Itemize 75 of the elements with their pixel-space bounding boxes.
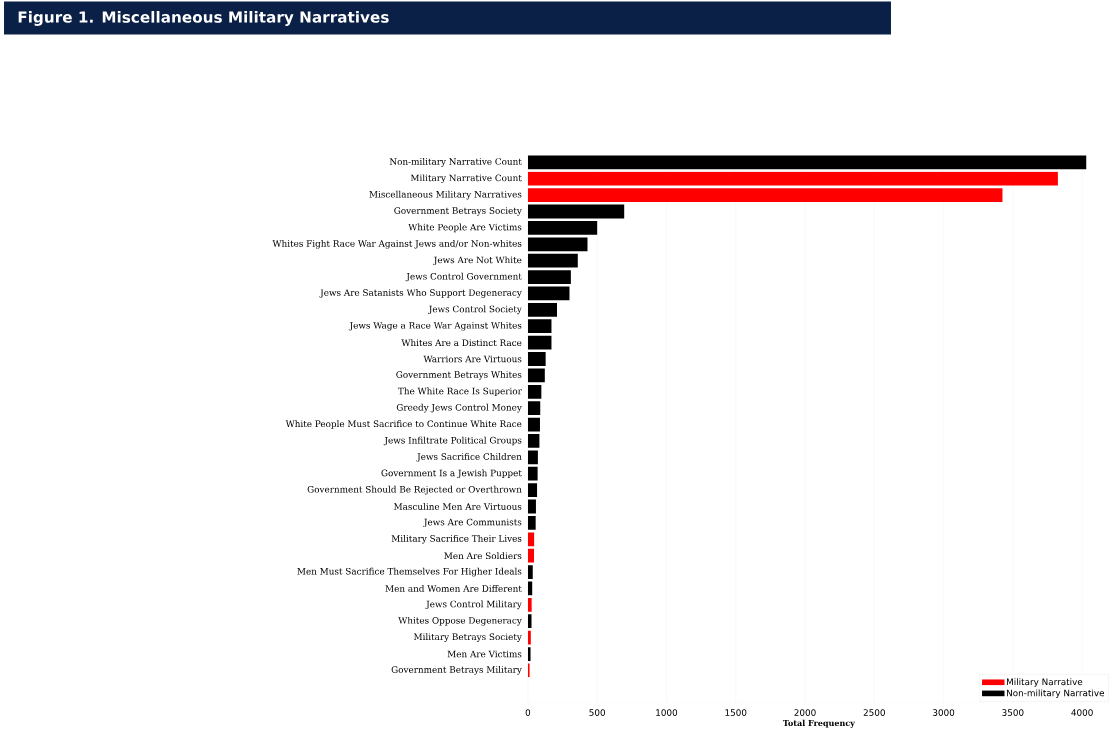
y-tick-label: Men Are Victims <box>447 650 522 658</box>
y-tick-label: Government Should Be Rejected or Overthrown <box>307 485 522 495</box>
y-tick-label: Warriors Are Virtuous <box>423 355 522 363</box>
y-tick-label: Government Betrays Society <box>394 207 522 216</box>
y-tick-label: Jews Wage a Race War Against Whites <box>348 321 522 331</box>
bar <box>527 450 538 465</box>
y-tick-label: Whites Oppose Degeneracy <box>398 616 522 626</box>
bar <box>527 515 536 530</box>
bar <box>527 532 535 546</box>
y-tick-label: Military Narrative Count <box>410 174 522 183</box>
bar <box>527 286 570 301</box>
y-tick-label: Masculine Men Are Virtuous <box>394 502 522 510</box>
bar <box>527 253 578 268</box>
x-tick-label: 3000 <box>933 709 955 716</box>
bar <box>527 597 532 612</box>
bar <box>527 204 625 219</box>
x-tick-label: 500 <box>589 709 606 716</box>
bar <box>527 614 532 628</box>
y-tick-label: Military Sacrifice Their Lives <box>391 534 522 544</box>
y-tick-label: Non-military Narrative Count <box>389 157 522 167</box>
bar <box>527 401 541 415</box>
y-tick-label: Men Must Sacrifice Themselves For Higher Ideals <box>297 567 522 577</box>
y-tick-label: Jews Infiltrate Political Groups <box>383 436 522 446</box>
y-tick-label: Military Betrays Society <box>413 633 522 642</box>
bar <box>527 335 552 350</box>
bar <box>527 237 588 251</box>
x-tick-label: 2000 <box>794 709 816 716</box>
y-tick-label: Government Betrays Whites <box>396 370 522 380</box>
bar <box>527 466 538 481</box>
bar <box>527 188 1003 202</box>
bar <box>527 220 598 235</box>
y-tick-label: Jews Sacrifice Children <box>416 452 522 462</box>
bar <box>527 417 540 432</box>
y-tick-label: Jews Are Satanists Who Support Degeneracy <box>319 288 522 298</box>
y-tick-label: White People Must Sacrifice to Continue White Race <box>285 420 522 429</box>
bar <box>527 351 546 366</box>
legend-label: Military Narrative <box>1006 678 1083 687</box>
y-tick-label: Greedy Jews Control Money <box>396 403 522 413</box>
y-tick-label: Miscellaneous Military Narratives <box>369 190 522 200</box>
x-tick-label: 1500 <box>725 709 747 716</box>
y-tick-label: Government Is a Jewish Puppet <box>381 469 522 478</box>
bar <box>527 630 531 645</box>
bar <box>527 319 552 333</box>
y-tick-label: Men and Women Are Different <box>385 584 522 592</box>
text: Figure 1. Miscellaneous Military Narratives <box>18 10 389 26</box>
x-tick-label: 0 <box>525 709 531 716</box>
x-tick-label: 2500 <box>863 709 885 716</box>
bar <box>527 433 540 448</box>
bar <box>527 368 545 383</box>
bar <box>527 155 1087 170</box>
bar <box>527 171 1058 186</box>
y-tick-label: Government Betrays Military <box>391 665 522 675</box>
bar <box>527 499 536 514</box>
y-tick-label: Jews Are Communists <box>423 518 522 527</box>
legend-label: Non-military Narrative <box>1006 689 1105 698</box>
bar <box>527 483 538 497</box>
x-tick-label: 1000 <box>656 709 678 716</box>
y-tick-label: Jews Are Not White <box>433 256 522 265</box>
bar <box>527 384 542 399</box>
bar <box>527 646 531 661</box>
y-tick-label: Jews Control Society <box>428 305 522 314</box>
x-tick-label: 4000 <box>1071 709 1093 716</box>
bar <box>527 565 533 579</box>
bar <box>527 270 571 284</box>
y-tick-label: The White Race Is Superior <box>398 387 522 396</box>
y-tick-label: Whites Fight Race War Against Jews and/or Non-whites <box>272 239 522 249</box>
bar <box>527 302 557 317</box>
y-tick-label: Jews Control Military <box>425 600 522 610</box>
y-tick-label: Men Are Soldiers <box>444 552 522 559</box>
y-tick-label: Jews Control Government <box>405 272 522 282</box>
x-tick-label: 3500 <box>1002 709 1024 716</box>
y-tick-label: Whites Are a Distinct Race <box>401 339 522 346</box>
y-tick-label: White People Are Victims <box>408 223 522 232</box>
x-axis-title: Total Frequency <box>782 719 856 728</box>
bar <box>527 548 534 563</box>
